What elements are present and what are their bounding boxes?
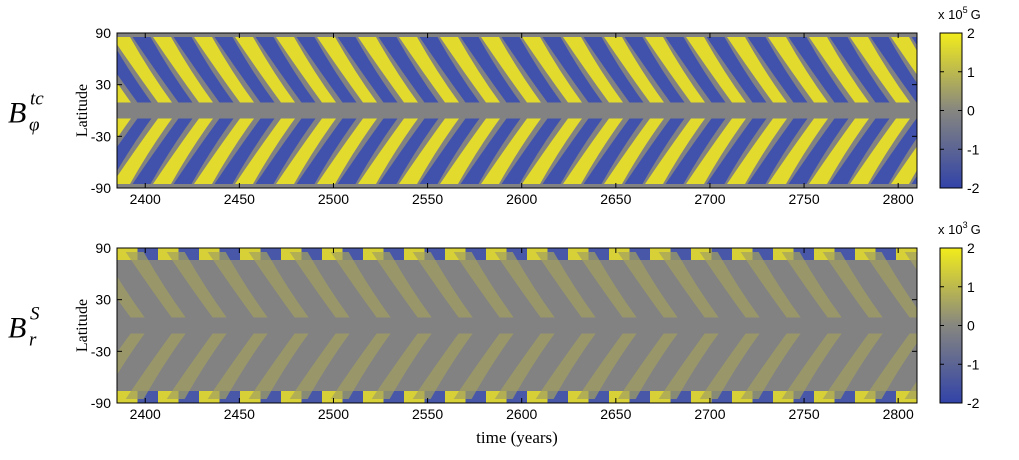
x-tick-label: 2650 xyxy=(600,191,631,207)
colorbar-tick-label: -2 xyxy=(967,180,980,196)
panel-label-base: B xyxy=(8,97,26,130)
heatmap-band xyxy=(978,248,999,260)
heatmap xyxy=(30,33,1013,188)
x-tick-label: 2450 xyxy=(224,191,255,207)
colorbar-tick-label: 1 xyxy=(967,279,975,295)
heatmap-band xyxy=(999,248,1019,260)
colorbar-tick-label: -1 xyxy=(967,141,980,157)
x-tick-label: 2500 xyxy=(318,191,349,207)
x-tick-label: 2650 xyxy=(600,406,631,422)
x-tick-label: 2450 xyxy=(224,406,255,422)
panel-label-sub: r xyxy=(29,330,37,351)
heatmap-band xyxy=(999,391,1019,403)
panel-label-sup: tc xyxy=(30,89,44,110)
x-tick-label: 2550 xyxy=(412,191,443,207)
heatmap-band xyxy=(917,248,938,260)
colorbar-tick-label: 1 xyxy=(967,64,975,80)
y-axis-label: Latitude xyxy=(74,84,91,137)
unit-suffix: G xyxy=(971,222,981,237)
y-tick-label: -30 xyxy=(91,128,111,144)
unit-exponent: 5 xyxy=(963,5,968,15)
unit-prefix: x 10 xyxy=(938,222,963,237)
heatmap-band xyxy=(917,391,938,403)
y-tick-label: -90 xyxy=(91,395,111,411)
panel-label-sup: S xyxy=(30,304,40,325)
heatmap-band xyxy=(76,248,97,260)
unit-prefix: x 10 xyxy=(938,7,963,22)
colorbar-tick-label: 2 xyxy=(967,25,975,41)
x-tick-label: 2400 xyxy=(130,406,161,422)
x-tick-label: 2750 xyxy=(788,406,819,422)
colorbar-tick-label: 0 xyxy=(967,103,975,119)
unit-exponent: 3 xyxy=(963,220,968,230)
y-tick-label: 30 xyxy=(95,292,111,308)
x-tick-label: 2500 xyxy=(318,406,349,422)
heatmap-band xyxy=(978,391,999,403)
y-tick-label: 90 xyxy=(95,25,111,41)
colorbar-tick-label: 2 xyxy=(967,240,975,256)
colorbar-tick-label: 0 xyxy=(967,318,975,334)
panel-label-sub: φ xyxy=(29,115,40,136)
x-tick-label: 2600 xyxy=(506,406,537,422)
colorbar-tick-label: -1 xyxy=(967,356,980,372)
x-axis-label: time (years) xyxy=(476,428,558,447)
y-tick-label: -30 xyxy=(91,343,111,359)
x-tick-label: 2550 xyxy=(412,406,443,422)
y-tick-label: -90 xyxy=(91,180,111,196)
x-tick-label: 2700 xyxy=(694,191,725,207)
panel-label-base: B xyxy=(8,312,26,345)
heatmap xyxy=(44,248,1019,403)
x-tick-label: 2600 xyxy=(506,191,537,207)
y-tick-label: 30 xyxy=(95,77,111,93)
unit-suffix: G xyxy=(971,7,981,22)
colorbar-tick-label: -2 xyxy=(967,395,980,411)
y-tick-label: 90 xyxy=(95,240,111,256)
y-axis-label: Latitude xyxy=(74,299,91,352)
x-tick-label: 2750 xyxy=(788,191,819,207)
x-tick-label: 2700 xyxy=(694,406,725,422)
x-tick-label: 2400 xyxy=(130,191,161,207)
x-tick-label: 2800 xyxy=(883,406,914,422)
x-tick-label: 2800 xyxy=(883,191,914,207)
